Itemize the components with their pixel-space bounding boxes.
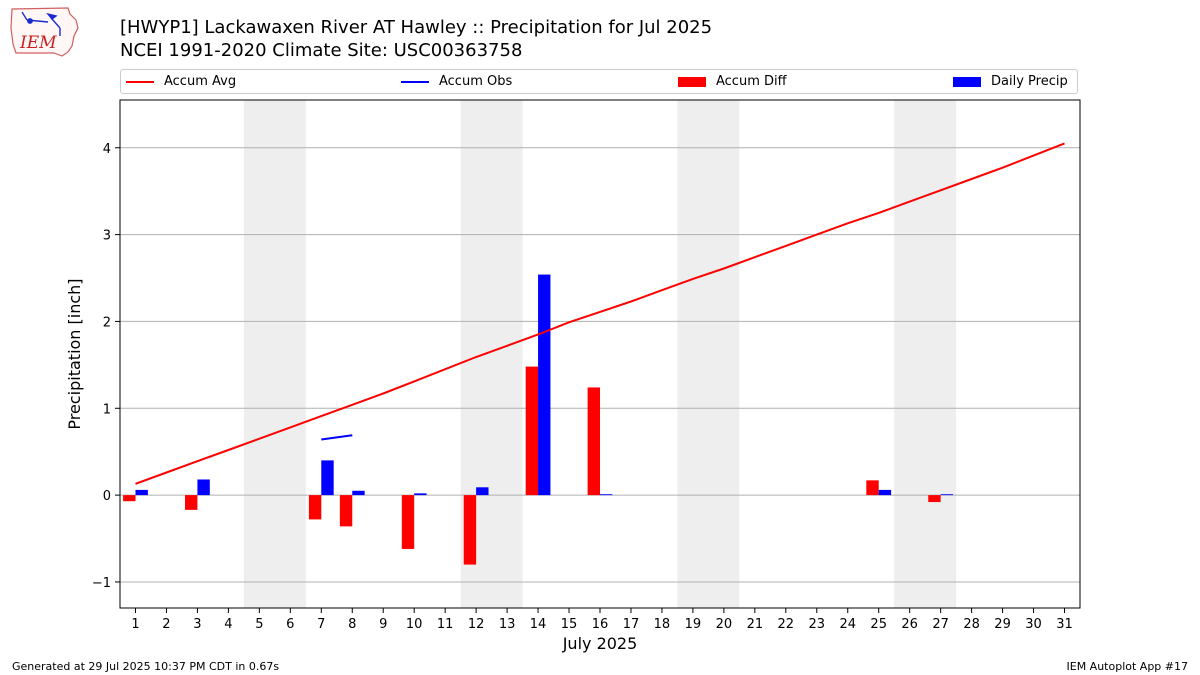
bar-accum-diff-day-10 [401,495,415,549]
x-tick-label-13: 13 [499,617,516,632]
x-tick-label-11: 11 [437,617,454,632]
bar-accum-diff-day-25 [866,480,879,496]
chart-subtitle: NCEI 1991-2020 Climate Site: USC00363758 [120,40,523,61]
footer-app: IEM Autoplot App #17 [1066,660,1189,673]
x-tick-label-14: 14 [530,617,547,632]
x-tick-label-25: 25 [870,617,887,632]
bar-accum-diff-day-14 [525,366,539,496]
bar-daily-precip-day-10 [414,493,427,496]
legend-swatch-accum-diff [678,76,706,87]
bar-accum-diff-day-1 [123,495,136,502]
x-tick-label-30: 30 [1025,617,1042,632]
x-tick-label-21: 21 [747,617,764,632]
legend-item-daily-precip: Daily Precip [953,73,1068,91]
x-tick-label-12: 12 [468,617,485,632]
logo-text: IEM [19,33,57,53]
legend-item-accum-obs: Accum Obs [401,73,512,91]
bar-accum-diff-day-3 [185,495,198,510]
weekend-band-26-27 [894,100,957,608]
x-tick-label-4: 4 [224,617,232,632]
chart-title: [HWYP1] Lackawaxen River AT Hawley :: Pr… [120,17,713,38]
legend-swatch-accum-avg [126,80,154,83]
x-tick-label-18: 18 [654,617,671,632]
x-tick-label-20: 20 [716,617,733,632]
x-tick-label-31: 31 [1056,617,1073,632]
legend-item-accum-avg: Accum Avg [126,73,236,91]
legend-swatch-daily-precip [953,76,981,87]
bar-accum-diff-day-27 [928,495,941,503]
x-tick-label-22: 22 [778,617,795,632]
x-axis-label: July 2025 [562,634,638,653]
x-tick-label-19: 19 [685,617,702,632]
bars [123,274,954,565]
y-tick-label-4: 4 [103,142,111,157]
weekend-band-5-6 [243,100,306,608]
bar-accum-diff-day-12 [463,495,477,565]
x-tick-label-10: 10 [406,617,423,632]
y-tick-label-0: 0 [103,489,111,504]
x-tick-label-24: 24 [839,617,856,632]
bar-daily-precip-day-16 [600,494,613,496]
x-tick-label-5: 5 [255,617,263,632]
y-tick-label-neg1: −1 [92,576,111,591]
x-tick-label-8: 8 [348,617,356,632]
bar-daily-precip-day-7 [321,460,334,496]
x-tick-label-29: 29 [994,617,1011,632]
bar-daily-precip-day-1 [135,489,148,496]
chart-legend: Accum Avg Accum Obs Accum Diff Daily Pre… [120,69,1078,94]
bar-daily-precip-day-12 [476,487,489,496]
line-accum-avg [135,142,1065,485]
x-tick-label-6: 6 [286,617,294,632]
y-axis-label: Precipitation [inch] [65,278,84,429]
x-tick-label-26: 26 [901,617,918,632]
bar-accum-diff-day-7 [308,495,322,520]
legend-label-accum-diff: Accum Diff [716,74,787,89]
x-tick-label-3: 3 [193,617,201,632]
bar-daily-precip-day-3 [197,479,210,496]
y-axis-ticks: −1 0 1 2 3 4 [92,142,120,591]
weekend-band-19-20 [677,100,740,608]
legend-label-daily-precip: Daily Precip [991,74,1068,89]
line-accum-obs [321,434,353,441]
weekend-shading [243,100,957,608]
bar-accum-diff-day-16 [587,387,600,496]
x-tick-label-28: 28 [963,617,980,632]
bar-daily-precip-day-8 [352,490,365,496]
series-lines [135,142,1065,485]
legend-item-accum-diff: Accum Diff [678,73,787,91]
x-tick-label-7: 7 [317,617,325,632]
legend-swatch-accum-obs [401,80,429,83]
x-tick-label-9: 9 [379,617,387,632]
weather-station-icon [21,11,61,36]
bar-accum-diff-day-8 [339,495,353,527]
x-tick-label-2: 2 [162,617,170,632]
y-tick-label-1: 1 [103,402,111,417]
iem-logo: IEM [10,7,79,57]
y-tick-label-3: 3 [103,229,111,244]
x-tick-label-27: 27 [932,617,949,632]
x-tick-label-17: 17 [623,617,640,632]
x-tick-label-1: 1 [131,617,139,632]
bar-daily-precip-day-27 [940,494,954,496]
x-axis-ticks: 1 2 3 4 5 6 7 8 9 10 11 12 13 14 15 16 17 18 19 20 21 22 23 24 2… [131,608,1073,632]
legend-label-accum-avg: Accum Avg [164,74,237,89]
bar-daily-precip-day-14 [538,274,551,496]
footer-generated: Generated at 29 Jul 2025 10:37 PM CDT in… [12,660,280,673]
y-tick-label-2: 2 [103,315,111,330]
legend-label-accum-obs: Accum Obs [439,74,513,89]
x-tick-label-15: 15 [561,617,578,632]
bar-daily-precip-day-25 [878,489,892,496]
x-tick-label-16: 16 [592,617,609,632]
x-tick-label-23: 23 [809,617,826,632]
